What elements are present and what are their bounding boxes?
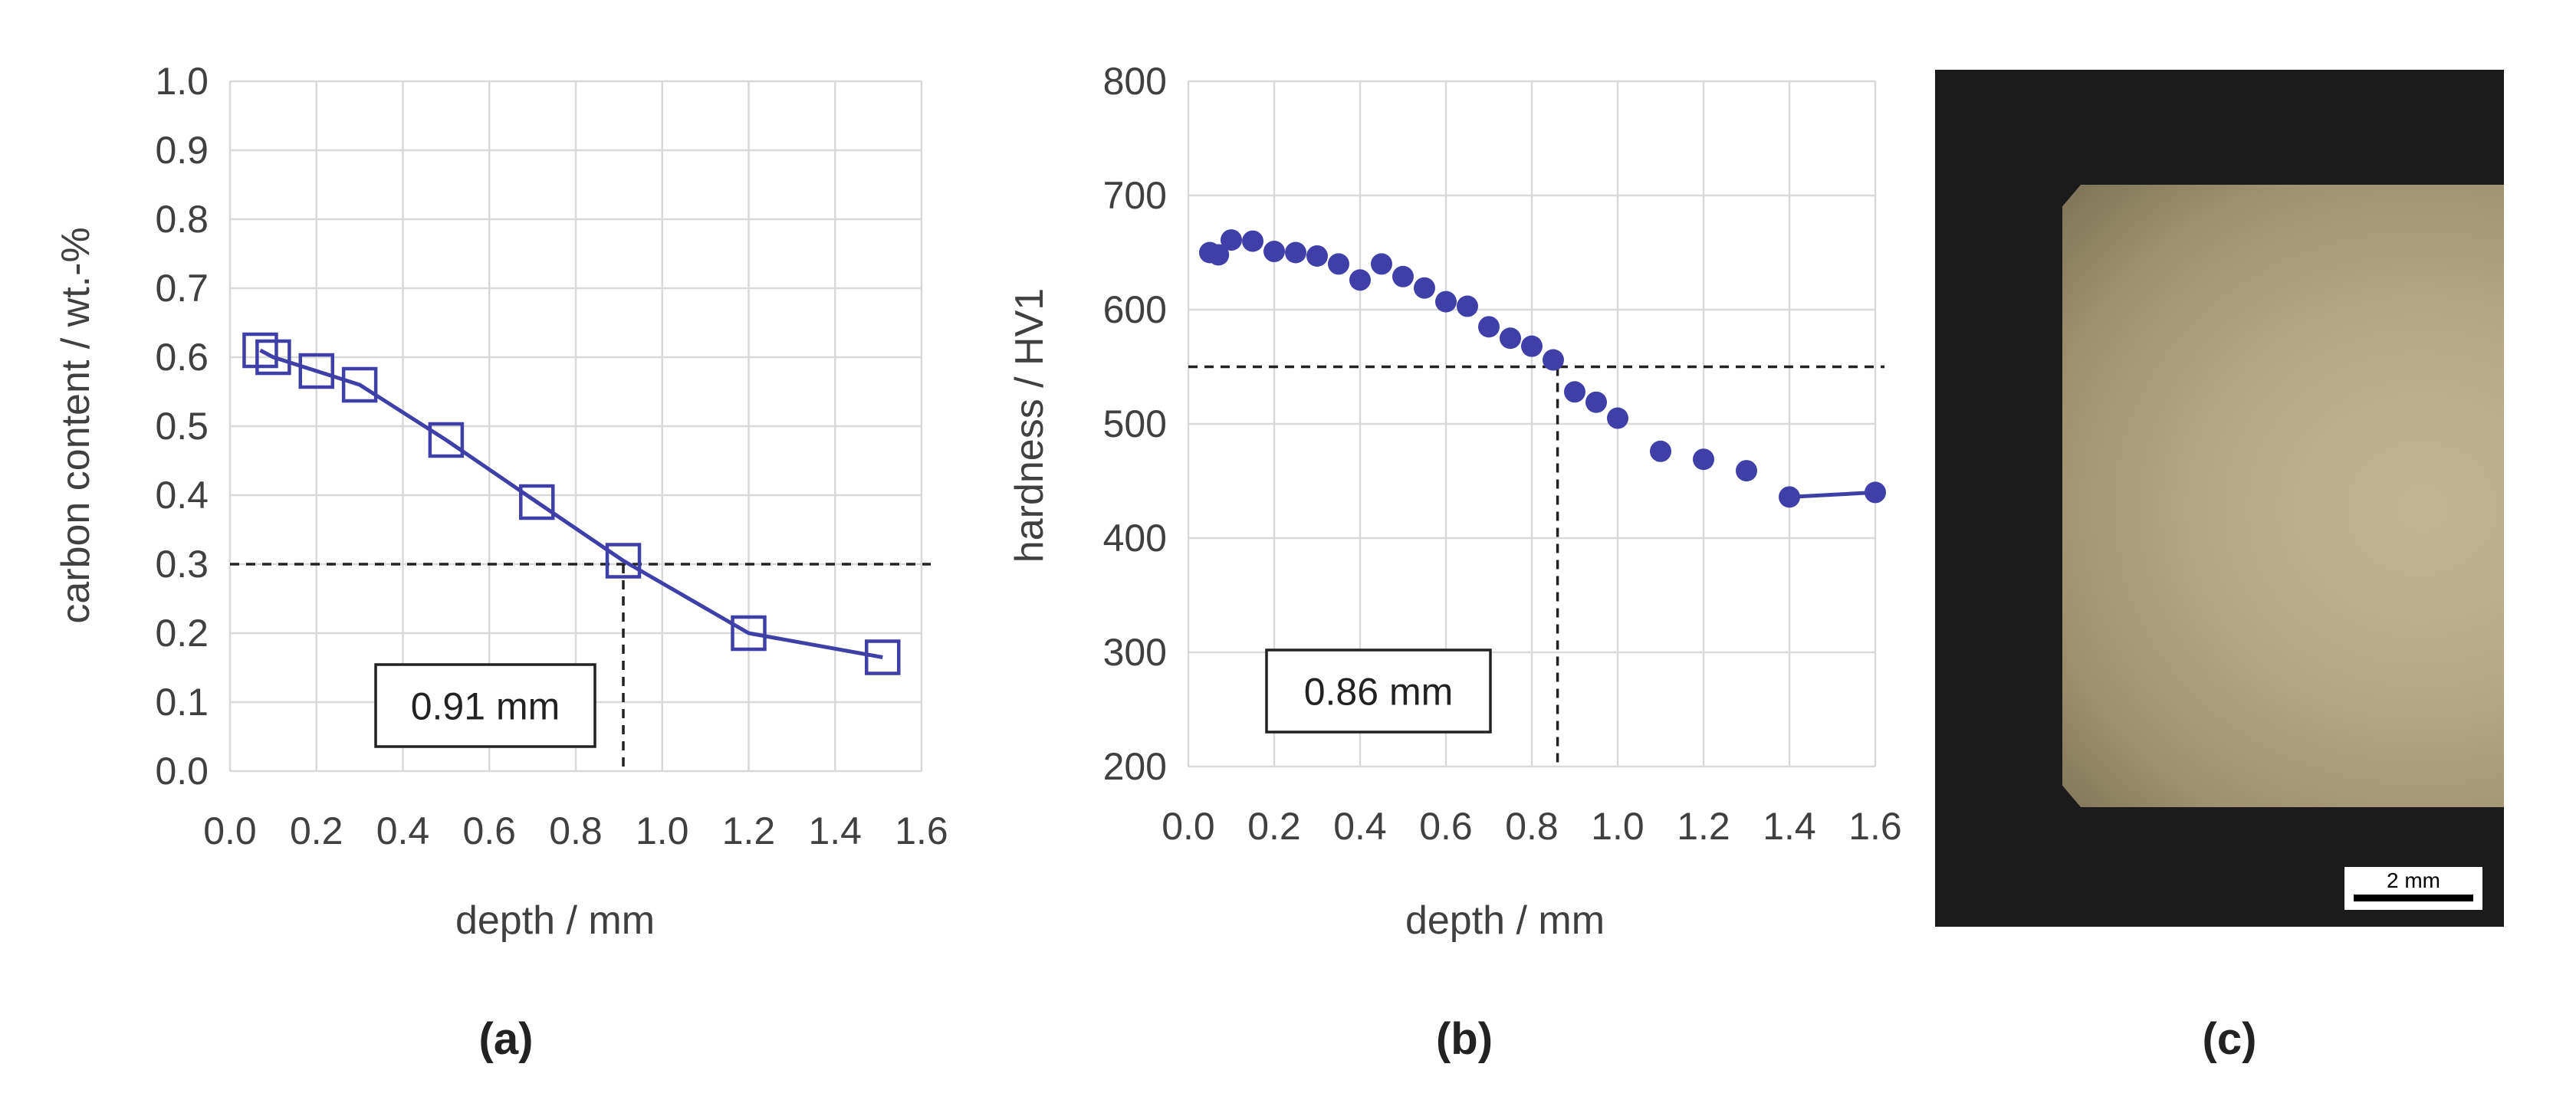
chart-a-y-tick-label: 0.3 <box>155 543 209 586</box>
chart-a-x-tick-label: 0.4 <box>376 809 430 852</box>
chart-b-data-point <box>1543 349 1564 371</box>
chart-b-y-tick-label: 400 <box>1103 517 1167 560</box>
chart-b-data-point <box>1521 335 1543 357</box>
chart-a-y-tick-label: 0.1 <box>155 681 209 724</box>
sample-cross-section <box>2062 185 2504 807</box>
chart-a-panel-label: (a) <box>479 1014 534 1064</box>
chart-b-x-tick-label: 1.2 <box>1677 805 1730 848</box>
chart-a-y-tick-label: 0.6 <box>155 336 209 379</box>
scale-bar-line <box>2354 895 2473 901</box>
chart-b-data-point <box>1392 265 1414 287</box>
chart-b-data-point <box>1564 381 1585 403</box>
chart-b-data-point <box>1736 460 1757 482</box>
chart-b-data-point <box>1242 230 1263 252</box>
chart-a-y-tick-label: 0.0 <box>155 750 209 793</box>
chart-b-y-tick-label: 600 <box>1103 288 1167 331</box>
chart-b-y-tick-label: 500 <box>1103 402 1167 445</box>
chart-b-y-axis-label: hardness / HV1 <box>1007 288 1052 563</box>
chart-a-x-tick-label: 0.6 <box>462 809 516 852</box>
chart-b-data-point <box>1607 407 1628 429</box>
chart-b-data-point <box>1414 277 1435 299</box>
chart-a-data-point <box>865 639 901 675</box>
chart-a-x-tick-label: 1.0 <box>636 809 689 852</box>
chart-b-data-point <box>1208 244 1230 266</box>
chart-b-data-point <box>1478 316 1500 338</box>
chart-b-x-tick-label: 1.4 <box>1763 805 1816 848</box>
chart-b-x-tick-label: 0.4 <box>1333 805 1387 848</box>
chart-b-x-tick-label: 0.0 <box>1162 805 1215 848</box>
chart-a-callout-box <box>374 663 596 748</box>
chart-a-y-tick-label: 0.4 <box>155 474 209 517</box>
chart-b-y-tick-label: 700 <box>1103 174 1167 217</box>
chart-a-x-tick-label: 1.2 <box>722 809 776 852</box>
chart-a-y-tick-label: 0.7 <box>155 267 209 310</box>
chart-a-data-point <box>255 339 291 376</box>
chart-b-data-point <box>1306 245 1328 267</box>
chart-a-data-point <box>731 615 767 652</box>
chart-b-y-tick-label: 800 <box>1103 60 1167 103</box>
chart-a-data-point <box>428 422 465 458</box>
scale-bar: 2 mm <box>2344 867 2482 910</box>
panel-c-label: (c) <box>2203 1014 2257 1064</box>
chart-a-y-axis-label: carbon content / wt.-% <box>54 227 98 623</box>
chart-a-data-point <box>519 484 555 520</box>
chart-b-data-point <box>1371 253 1392 275</box>
chart-b-x-axis-label: depth / mm <box>1405 898 1605 943</box>
chart-b-x-tick-label: 0.6 <box>1419 805 1473 848</box>
chart-b-data-point <box>1585 391 1607 413</box>
chart-a-data-point <box>605 543 642 579</box>
chart-a-series-line <box>259 348 883 659</box>
chart-b-x-tick-label: 0.2 <box>1247 805 1301 848</box>
chart-b-data-point <box>1221 229 1242 251</box>
chart-b-data-point <box>1435 291 1457 313</box>
chart-b-data-point <box>1349 269 1371 291</box>
chart-b-data-point <box>1328 253 1349 275</box>
chart-a-x-tick-label: 0.0 <box>203 809 257 852</box>
chart-a-y-tick-label: 0.2 <box>155 612 209 655</box>
chart-a-y-tick-label: 1.0 <box>155 60 209 103</box>
chart-b-x-tick-label: 1.0 <box>1591 805 1644 848</box>
chart-a-data-point <box>242 332 278 369</box>
chart-a-x-tick-label: 1.4 <box>808 809 862 852</box>
chart-a-x-tick-label: 0.8 <box>549 809 603 852</box>
scale-bar-label: 2 mm <box>2387 868 2440 892</box>
chart-b-callout-box <box>1265 648 1492 734</box>
chart-a-data-point <box>341 366 378 403</box>
chart-b-data-point <box>1500 327 1521 350</box>
chart-a-carbon-content: 0.0 0.2 0.4 0.6 0.8 1.0 1.2 1.4 1.6 0.0 0.1 0.2 0.3 0… <box>54 60 948 1064</box>
chart-b-x-tick-label: 0.8 <box>1505 805 1559 848</box>
chart-b-data-point <box>1650 440 1671 462</box>
chart-b-y-tick-label: 200 <box>1103 745 1167 788</box>
chart-a-x-tick-label: 1.6 <box>895 809 948 852</box>
chart-a-x-axis-label: depth / mm <box>455 898 655 943</box>
chart-b-y-tick-label: 300 <box>1103 631 1167 674</box>
chart-b-callout-text: 0.86 mm <box>1304 671 1454 714</box>
chart-b-data-point <box>1457 295 1478 317</box>
chart-b-data-point <box>1263 241 1285 263</box>
chart-b-series-segment <box>1789 490 1876 499</box>
chart-a-y-tick-label: 0.9 <box>155 129 209 172</box>
chart-a-y-tick-label: 0.8 <box>155 198 209 241</box>
chart-b-x-tick-label: 1.6 <box>1848 805 1902 848</box>
chart-b-panel-label: (b) <box>1436 1014 1493 1064</box>
micrograph-image: 2 mm <box>1935 70 2504 927</box>
chart-a-data-point <box>298 353 334 389</box>
chart-a-x-tick-label: 0.2 <box>290 809 343 852</box>
chart-a-y-tick-label: 0.5 <box>155 405 209 448</box>
chart-b-data-point <box>1693 448 1714 471</box>
chart-a-callout-text: 0.91 mm <box>411 685 560 728</box>
chart-b-hardness: 0.0 0.2 0.4 0.6 0.8 1.0 1.2 1.4 1.6 200 300 400 500 6… <box>1007 60 1902 1064</box>
chart-b-data-point <box>1285 241 1306 264</box>
